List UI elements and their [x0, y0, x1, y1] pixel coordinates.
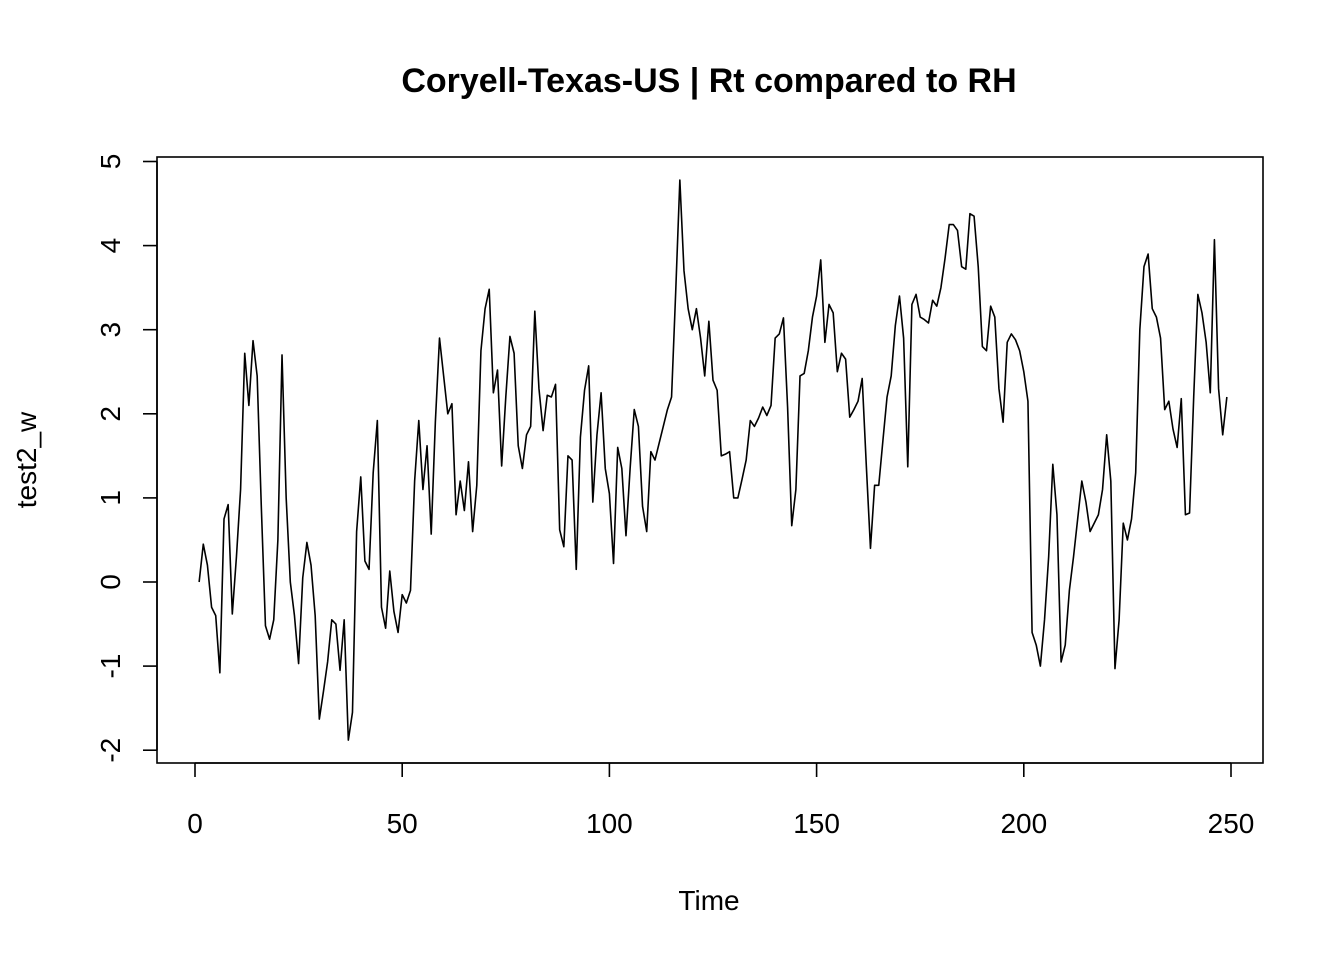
y-tick-label: 1 [95, 490, 126, 506]
x-tick-label: 250 [1208, 808, 1255, 839]
y-tick-label: -1 [95, 654, 126, 679]
y-axis: -2 -1 0 1 2 3 4 5 [95, 154, 158, 763]
x-axis-label: Time [678, 885, 739, 916]
x-tick-label: 0 [187, 808, 203, 839]
x-tick-label: 200 [1000, 808, 1047, 839]
y-tick-label: 4 [95, 238, 126, 254]
chart-title: Coryell-Texas-US | Rt compared to RH [401, 62, 1016, 100]
x-tick-label: 100 [586, 808, 633, 839]
y-tick-label: 3 [95, 322, 126, 338]
y-tick-label: 0 [95, 574, 126, 590]
x-tick-label: 50 [387, 808, 418, 839]
series-line [198, 179, 1228, 741]
x-axis: 0 50 100 150 200 250 [187, 762, 1255, 839]
y-axis-label: test2_w [11, 411, 42, 508]
x-tick-label: 150 [793, 808, 840, 839]
y-tick-label: 5 [95, 154, 126, 170]
plot-frame [156, 156, 1264, 764]
y-tick-label: -2 [95, 738, 126, 763]
y-tick-label: 2 [95, 406, 126, 422]
